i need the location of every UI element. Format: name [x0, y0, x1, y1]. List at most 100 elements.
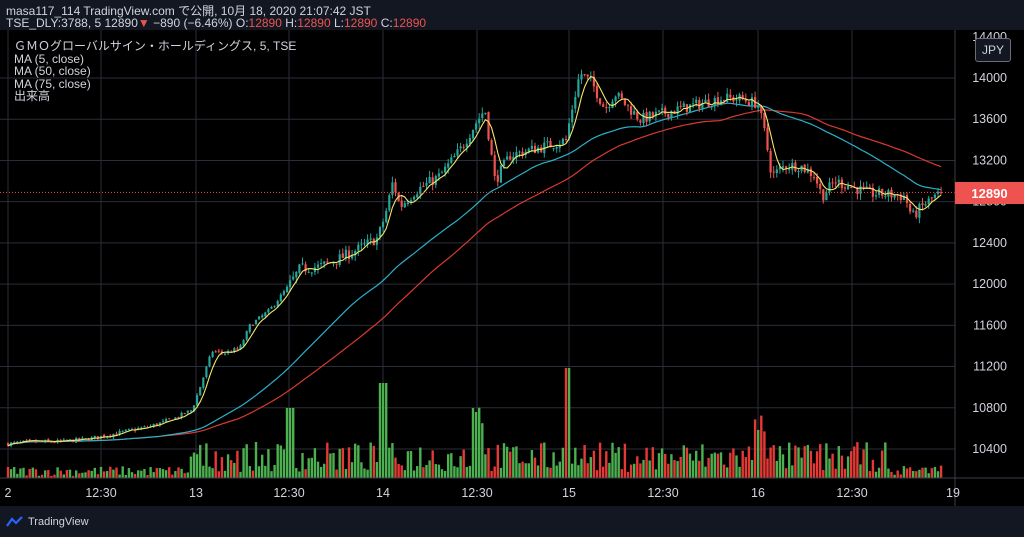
candle-body [406, 202, 409, 205]
volume-bar [257, 466, 261, 478]
candle-body [59, 440, 62, 442]
volume-bar [577, 465, 580, 478]
volume-bar [871, 459, 875, 478]
candle-body [812, 177, 816, 179]
candle-body [583, 74, 586, 76]
candle-body [788, 168, 791, 170]
close-value: 12890 [392, 16, 427, 30]
volume-bar [239, 471, 242, 478]
volume-bar [915, 471, 918, 478]
volume-bar [766, 458, 769, 478]
candle-body [34, 440, 37, 443]
candle-body [657, 110, 661, 112]
volume-bar [549, 467, 552, 478]
volume-bar [171, 474, 174, 478]
currency-button[interactable]: JPY [975, 38, 1011, 62]
price-chart[interactable]: 1040010800112001160012000124001280013200… [0, 30, 1024, 506]
volume-bar [465, 466, 468, 478]
candle-body [177, 417, 180, 419]
volume-bar [574, 447, 577, 478]
candle-body [220, 351, 223, 353]
x-tick-label: 12:30 [836, 486, 867, 500]
candle-body [611, 101, 614, 108]
volume-bar [16, 473, 19, 478]
tradingview-logo[interactable]: TradingView [6, 516, 89, 528]
volume-bar [589, 457, 592, 478]
volume-bar [794, 445, 797, 478]
candle-body [589, 77, 592, 79]
volume-bar [319, 466, 323, 478]
volume-bar [620, 469, 623, 478]
volume-bar [456, 467, 459, 478]
volume-bar [56, 467, 59, 478]
candle-body [794, 162, 797, 172]
y-tick-label: 10400 [972, 442, 1007, 456]
candle-body [323, 261, 326, 264]
candle-body [599, 98, 602, 104]
candle-body [723, 100, 726, 102]
candle-body [121, 430, 124, 432]
volume-bar [936, 471, 940, 478]
candle-body [816, 176, 819, 184]
volume-bar [350, 462, 354, 478]
volume-bar [921, 467, 924, 478]
volume-bar [803, 446, 806, 478]
volume-bar [93, 467, 96, 478]
candle-body [326, 261, 329, 263]
volume-bar [397, 463, 400, 478]
candle-body [276, 300, 279, 307]
candle-body [363, 243, 366, 245]
volume-bar [881, 450, 884, 478]
candle-body [475, 123, 478, 130]
volume-bar [443, 470, 447, 478]
legend-ma5[interactable]: MA (5, close) [14, 51, 85, 66]
footer-bar [0, 506, 1024, 537]
volume-bar [623, 443, 627, 478]
candle-body [50, 441, 53, 443]
low-label: L: [333, 16, 344, 30]
volume-bar [230, 460, 233, 478]
volume-bar [831, 453, 834, 478]
volume-bar [636, 456, 639, 478]
candle-body [161, 420, 165, 422]
candle-body [676, 106, 679, 114]
candle-body [924, 204, 927, 206]
volume-bar [251, 470, 255, 478]
legend-ma50[interactable]: MA (50, close) [14, 64, 91, 78]
candle-body [915, 210, 918, 218]
candle-body [279, 294, 282, 302]
candle-body [905, 195, 909, 204]
volume-bar [223, 470, 227, 478]
legend-volume[interactable]: 出来高 [14, 89, 51, 103]
candle-body [701, 102, 704, 109]
ma50-line [7, 102, 942, 447]
volume-bar [930, 468, 933, 478]
candle-body [670, 111, 673, 118]
candle-body [806, 169, 809, 173]
volume-bar [146, 475, 149, 478]
volume-bar [307, 458, 310, 478]
candle-body [537, 147, 540, 153]
candle-body [236, 348, 239, 350]
volume-bar [189, 456, 193, 478]
volume-bar [372, 445, 375, 478]
candle-body [912, 210, 915, 212]
candle-body [285, 286, 289, 292]
volume-bar [366, 469, 369, 478]
volume-bar [924, 467, 927, 478]
candle-body [335, 263, 338, 265]
volume-bar [140, 470, 143, 478]
legend-ma75[interactable]: MA (75, close) [14, 76, 91, 91]
volume-bar [648, 460, 651, 478]
volume-bar [40, 474, 44, 478]
volume-bar [598, 442, 602, 478]
candle-body [636, 111, 639, 120]
candle-body [580, 74, 583, 80]
volume-bar [614, 452, 617, 478]
volume-bar [199, 444, 202, 478]
volume-bar [326, 442, 329, 478]
candle-body [478, 118, 481, 124]
volume-bar [143, 468, 146, 478]
volume-bar [102, 471, 106, 478]
volume-bar [19, 468, 22, 478]
